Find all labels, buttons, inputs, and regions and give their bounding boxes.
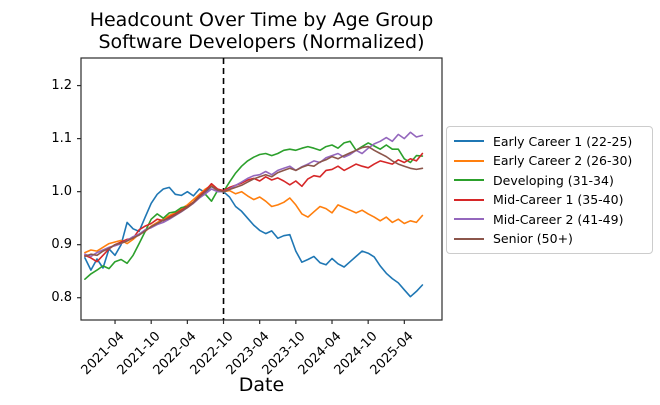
legend-item-label: Senior (50+) [493,231,573,247]
series-line-5 [84,145,424,258]
legend-item: Early Career 2 (26-30) [454,152,645,170]
legend-item: Early Career 1 (22-25) [454,132,645,150]
legend-line-swatch [454,140,484,143]
y-tick-label: 0.9 [51,236,72,252]
legend: Early Career 1 (22-25) Early Career 2 (26… [446,126,653,254]
legend-item-label: Mid-Career 2 (41-49) [493,211,624,227]
series-line-1 [84,184,424,254]
x-axis-label: Date [238,374,285,396]
legend-item-label: Developing (31-34) [493,172,614,188]
legend-item-label: Mid-Career 1 (35-40) [493,192,624,208]
legend-line-swatch [454,159,484,162]
legend-line-swatch [454,198,484,201]
legend-line-swatch [454,218,484,221]
legend-item: Mid-Career 2 (41-49) [454,210,645,228]
y-tick-label: 1.0 [51,183,72,199]
series-line-2 [84,140,424,281]
legend-item: Mid-Career 1 (35-40) [454,191,645,209]
legend-item-label: Early Career 2 (26-30) [493,153,633,169]
series-line-4 [84,131,424,258]
series-line-3 [84,152,424,263]
legend-line-swatch [454,179,484,182]
legend-item-label: Early Career 1 (22-25) [493,133,633,149]
chart-title: Headcount Over Time by Age Group [89,9,434,31]
series-line-0 [84,185,424,298]
axes-frame [80,57,443,321]
legend-line-swatch [454,237,484,240]
legend-item: Developing (31-34) [454,171,645,189]
chart-subtitle: Software Developers (Normalized) [98,31,425,53]
y-tick-label: 0.8 [51,289,72,305]
y-tick-label: 1.2 [51,77,72,93]
legend-item: Senior (50+) [454,230,645,248]
y-tick-label: 1.1 [51,130,72,146]
